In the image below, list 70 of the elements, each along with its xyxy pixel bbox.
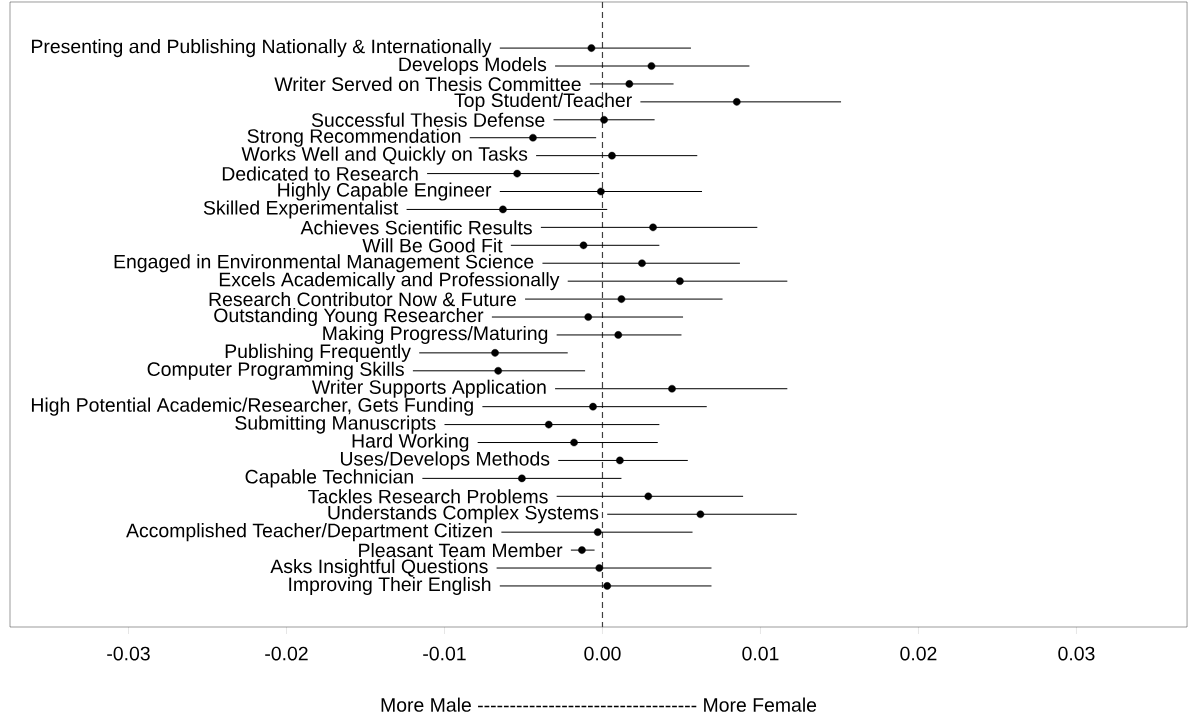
point <box>587 44 596 52</box>
y-tick-label: Asks Insightful Questions <box>270 558 488 578</box>
x-tick-label: 0.01 <box>742 646 779 661</box>
y-tick-label: Accomplished Teacher/Department Citizen <box>126 523 492 542</box>
point <box>676 277 684 285</box>
point <box>499 205 507 214</box>
y-tick-label: Improving Their English <box>289 576 491 595</box>
y-tick-label: High Potential Academic/Researcher, Gets Funding <box>31 397 473 416</box>
y-tick-label: Outstanding Young Researcher <box>214 307 484 327</box>
point <box>603 582 612 590</box>
point <box>578 546 586 554</box>
point <box>513 169 521 178</box>
point <box>491 349 499 357</box>
y-tick-label: Pleasant Team Member <box>359 542 563 558</box>
y-tick-label: Tackles Research Problems <box>308 489 548 504</box>
point <box>570 438 578 447</box>
point <box>518 474 526 483</box>
x-tick-label: 0.00 <box>584 646 621 661</box>
point <box>608 151 616 160</box>
y-tick-label: Uses/Develops Methods <box>340 451 550 470</box>
x-tick-label: -0.01 <box>423 646 466 661</box>
y-tick-label: Works Well and Quickly on Tasks <box>241 146 528 165</box>
y-tick-label: Publishing Frequently <box>225 343 411 362</box>
point <box>597 187 605 196</box>
point <box>638 259 646 268</box>
y-tick-label: Excels Academically and Professionally <box>219 272 560 291</box>
x-tick-label: 0.03 <box>1058 646 1095 661</box>
y-tick-label: Achieves Scientific Results <box>300 220 532 235</box>
point <box>595 564 604 572</box>
point <box>644 492 653 501</box>
y-tick-label: Skilled Experimentalist <box>203 200 399 219</box>
y-tick-label: Research Contributor Now & Future <box>209 291 516 307</box>
point <box>614 331 623 339</box>
y-tick-label: Writer Served on Thesis Committee <box>274 76 581 92</box>
point <box>589 402 597 411</box>
point <box>600 116 608 124</box>
y-tick-label: Develops Models <box>399 56 547 76</box>
point <box>649 223 657 232</box>
point <box>593 528 602 536</box>
y-tick-label: Will Be Good Fit <box>362 238 503 253</box>
point <box>529 133 537 142</box>
point <box>617 295 626 303</box>
y-tick-label: Highly Capable Engineer <box>278 182 492 201</box>
point <box>732 98 741 106</box>
point <box>616 456 624 465</box>
x-tick-label: -0.03 <box>107 646 150 661</box>
y-tick-label: Presenting and Publishing Nationally & Internationally <box>32 39 492 58</box>
y-tick-label: Successful Thesis Defense <box>311 112 545 127</box>
point <box>668 384 676 393</box>
x-tick-label: 0.02 <box>900 646 937 661</box>
y-tick-label: Understands Complex Systems <box>328 505 599 524</box>
y-tick-label: Capable Technician <box>245 469 413 488</box>
y-tick-label: Submitting Manuscripts <box>235 415 436 434</box>
y-tick-label: Hard Working <box>352 433 469 452</box>
point <box>625 80 634 88</box>
y-tick-label: Engaged in Environmental Management Science <box>114 254 534 273</box>
point <box>647 62 656 70</box>
y-tick-label: Strong Recommendation <box>247 128 461 147</box>
y-tick-label: Top Student/Teacher <box>454 92 632 111</box>
y-tick-label: Dedicated to Research <box>222 166 418 181</box>
point <box>584 313 593 321</box>
point <box>544 420 553 429</box>
point <box>579 241 588 250</box>
x-tick-label: -0.02 <box>265 646 308 661</box>
point <box>696 510 705 519</box>
y-tick-label: Computer Programming Skills <box>147 361 404 380</box>
y-tick-label: Making Progress/Maturing <box>323 325 548 344</box>
x-axis-title: More Male ---------------------------------- More Female <box>381 697 817 712</box>
point <box>494 367 502 375</box>
y-tick-label: Writer Supports Application <box>311 379 546 398</box>
